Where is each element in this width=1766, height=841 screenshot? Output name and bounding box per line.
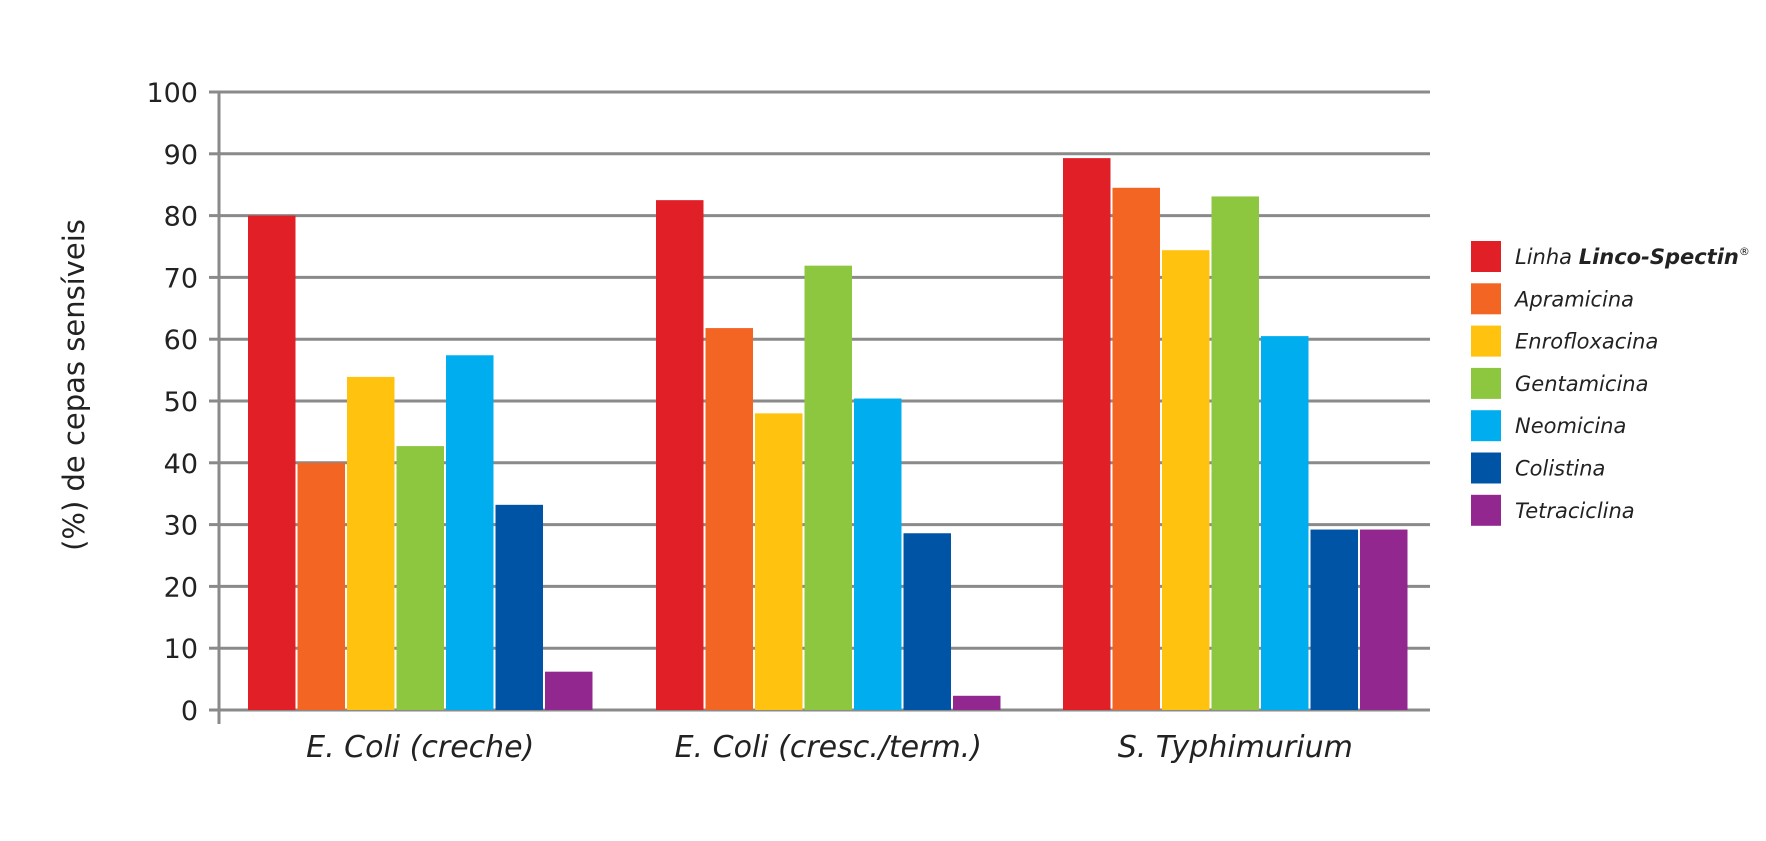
legend-label: Neomicina: [1515, 414, 1626, 438]
bar-neomicina-1: [446, 355, 494, 710]
x-category-label: S. Typhimurium: [1118, 730, 1353, 765]
legend-label-brand: Linco-Spectin: [1579, 245, 1739, 269]
bars: [248, 158, 1408, 711]
legend-label-mark: ®: [1739, 245, 1750, 258]
bar-colistina-1: [495, 504, 543, 710]
bar-tetraciclina-1: [545, 671, 593, 710]
legend: Linha Linco-Spectin® Apramicina Enrofloxac…: [1471, 241, 1750, 526]
bar-linco-spectin-2: [656, 200, 704, 710]
y-tick-label: 80: [164, 202, 198, 233]
legend-swatch: [1471, 494, 1501, 526]
bar-colistina-2: [903, 533, 951, 710]
legend-label: Enrofloxacina: [1515, 330, 1658, 354]
axes: 0 10 20 30 40 50 60 70 80 90 100 E. Coli (creche) E.…: [146, 78, 1352, 765]
y-tick-label: 100: [146, 78, 198, 109]
legend-swatch: [1471, 241, 1501, 272]
y-tick-label: 20: [164, 572, 198, 603]
bar-neomicina-3: [1261, 336, 1309, 710]
bar-colistina-3: [1310, 529, 1358, 710]
x-category-label: E. Coli (cresc./term.): [675, 730, 982, 765]
legend-label: Linha Linco-Spectin®: [1515, 245, 1750, 269]
bar-linco-spectin-3: [1063, 158, 1111, 711]
bar-enrofloxacina-3: [1162, 250, 1210, 710]
y-tick-label: 40: [164, 449, 198, 480]
bar-enrofloxacina-2: [755, 413, 803, 710]
y-tick-label: 0: [181, 696, 198, 727]
legend-swatch: [1471, 452, 1501, 484]
y-tick-label: 70: [164, 263, 198, 294]
legend-label-prefix: Linha: [1515, 245, 1579, 269]
bar-tetraciclina-3: [1360, 529, 1408, 710]
y-tick-label: 10: [164, 634, 198, 665]
bar-neomicina-2: [854, 398, 902, 710]
y-tick-label: 30: [164, 511, 198, 542]
legend-label: Gentamicina: [1515, 372, 1648, 396]
bar-linco-spectin-1: [248, 215, 296, 710]
bar-tetraciclina-2: [953, 695, 1001, 710]
x-category-label: E. Coli (creche): [306, 730, 534, 765]
legend-swatch: [1471, 367, 1501, 399]
legend-swatch: [1471, 325, 1501, 357]
legend-label: Colistina: [1515, 457, 1605, 481]
legend-swatch: [1471, 410, 1501, 442]
bar-gentamicina-2: [804, 265, 852, 710]
bar-apramicina-1: [297, 462, 345, 710]
bar-enrofloxacina-1: [347, 376, 395, 710]
bar-gentamicina-3: [1211, 196, 1259, 710]
legend-label: Apramicina: [1513, 287, 1634, 311]
legend-swatch: [1471, 283, 1501, 315]
y-tick-label: 60: [164, 325, 198, 356]
bar-gentamicina-1: [396, 446, 444, 710]
bar-apramicina-3: [1112, 187, 1160, 711]
y-axis-title: (%) de cepas sensíveis: [57, 219, 91, 551]
bar-apramicina-2: [705, 328, 753, 710]
y-tick-label: 90: [164, 140, 198, 171]
y-tick-label: 50: [164, 387, 198, 418]
legend-label: Tetraciclina: [1515, 499, 1635, 523]
